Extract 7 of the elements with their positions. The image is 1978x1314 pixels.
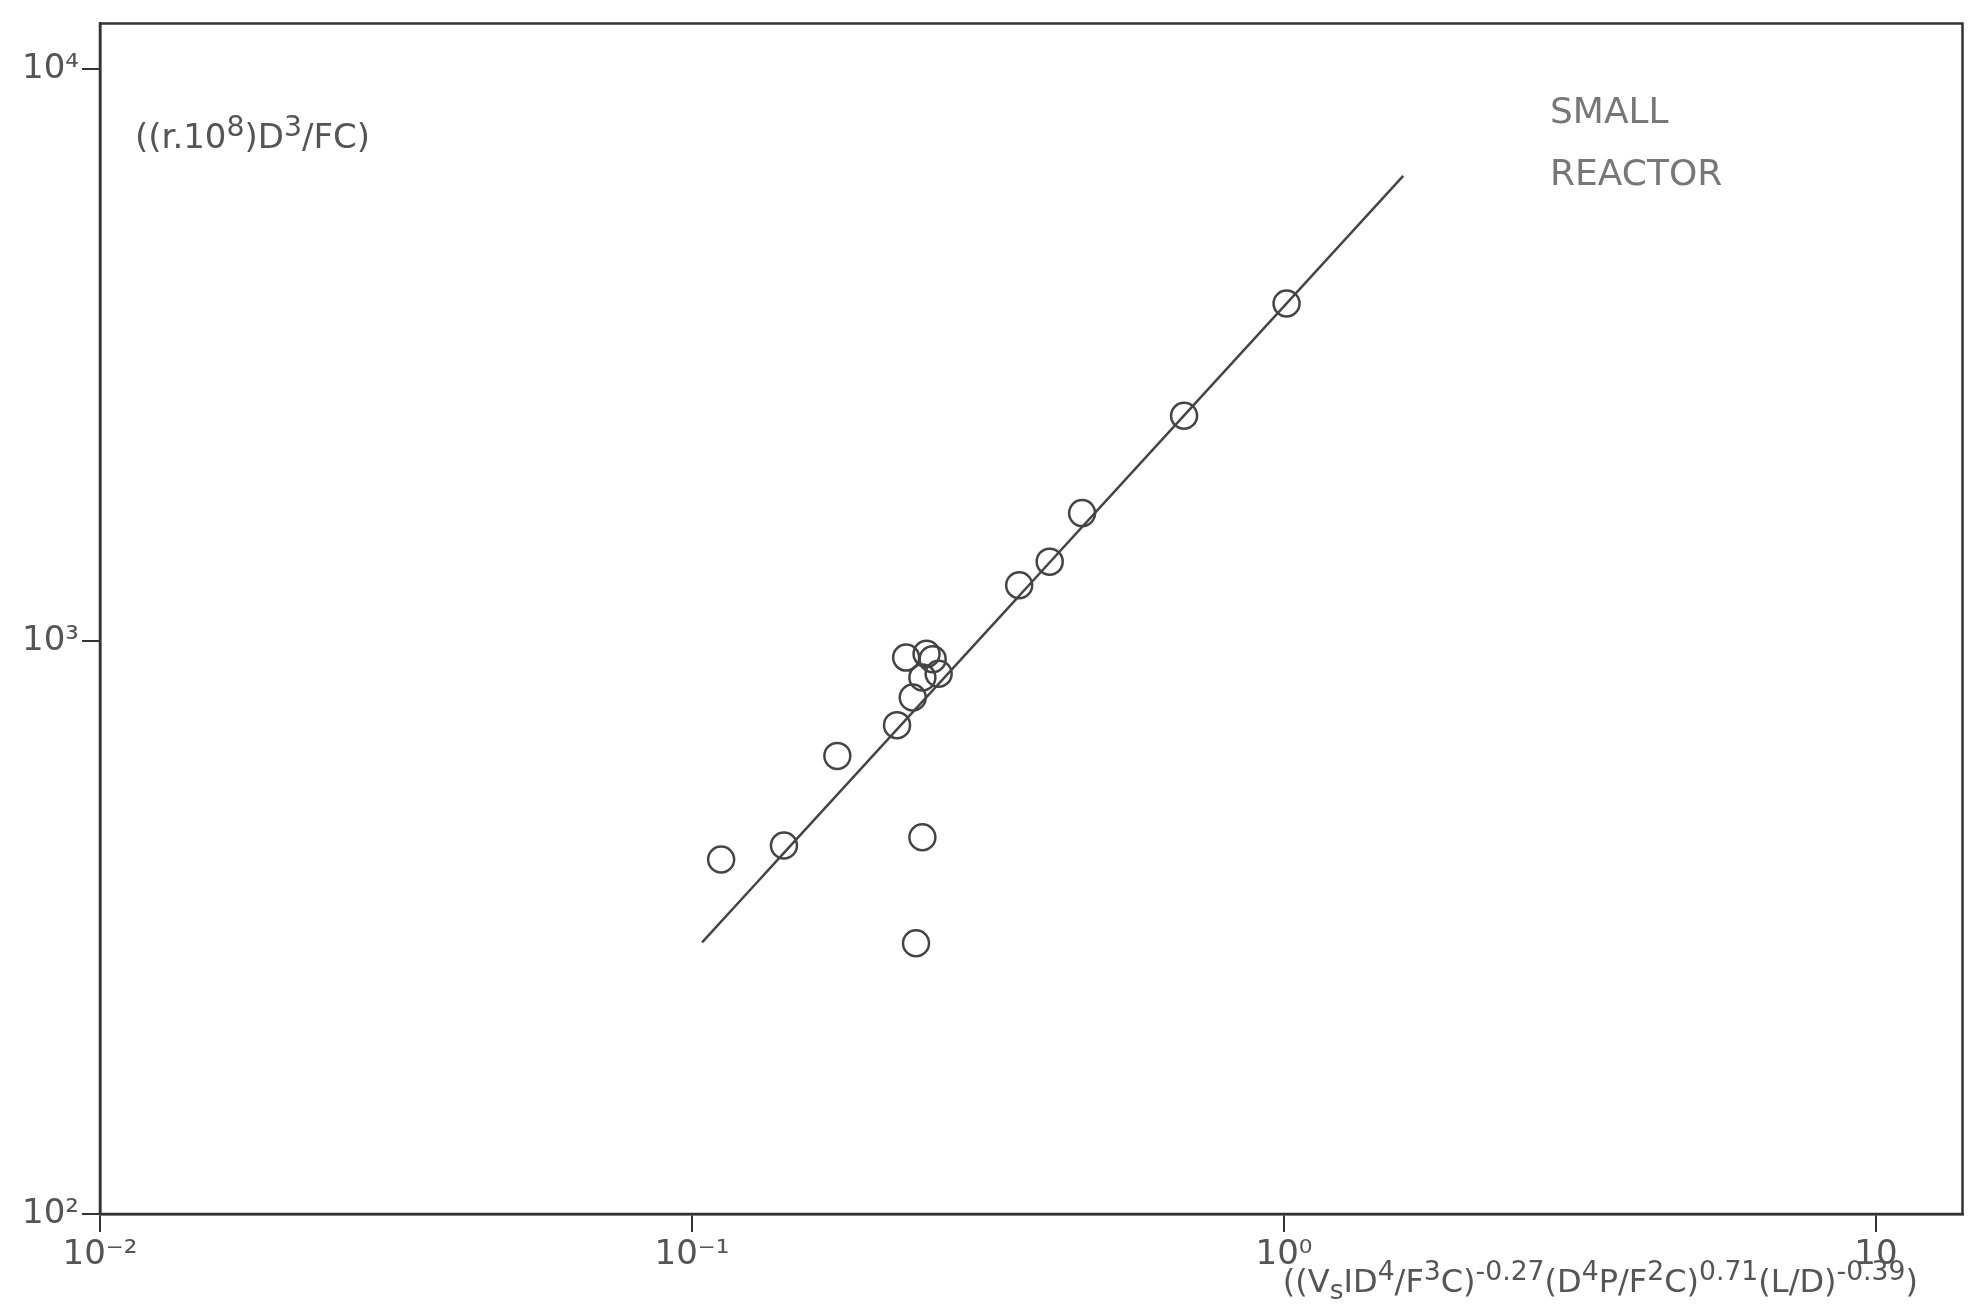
y-tick-label: 10³ — [22, 618, 79, 659]
x-tick-label: 10⁻² — [62, 1232, 138, 1273]
y-axis-title: ((r.10$^{8}$)D$^{3}$/FC) — [135, 110, 371, 157]
y-tick-label: 10⁴ — [22, 45, 79, 86]
annotation: SMALL REACTOR — [1550, 89, 1724, 195]
y-tick-label: 10² — [22, 1190, 79, 1231]
x-tick-label: 10⁻¹ — [654, 1232, 730, 1273]
